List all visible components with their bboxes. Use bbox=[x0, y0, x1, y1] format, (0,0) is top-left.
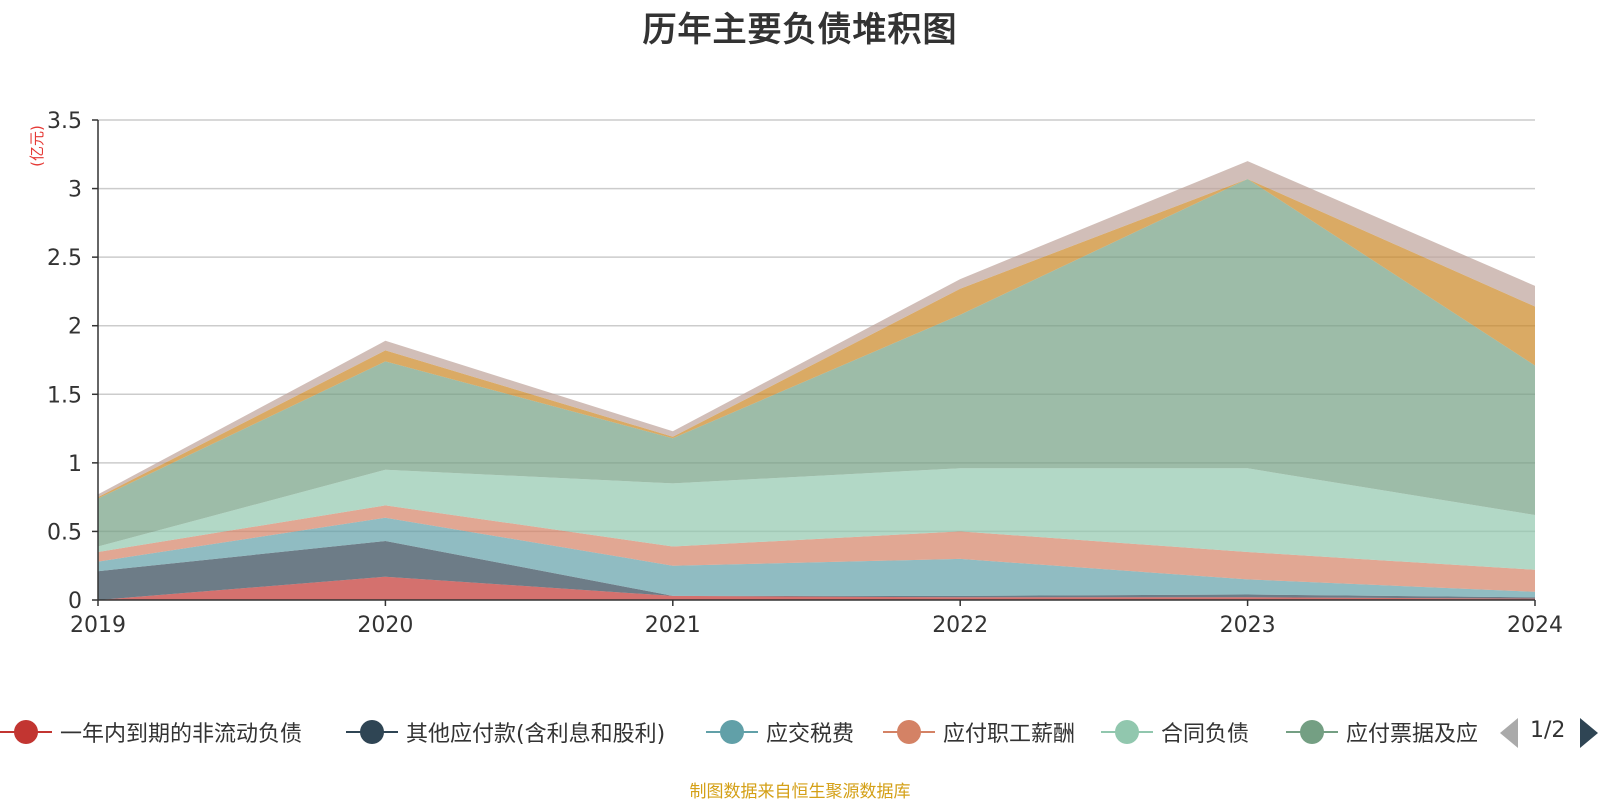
y-tick-label: 2 bbox=[68, 315, 82, 340]
area-series-应付职工薪酬 bbox=[98, 505, 1535, 592]
x-tick-label: 2022 bbox=[932, 613, 988, 638]
area-series-应付票据及应付账款 bbox=[98, 179, 1535, 547]
y-tick-label: 0 bbox=[68, 589, 82, 614]
legend-marker-icon bbox=[1286, 712, 1338, 752]
x-tick-label: 2024 bbox=[1507, 613, 1563, 638]
y-tick-label: 1 bbox=[68, 452, 82, 477]
legend-label: 一年内到期的非流动负债 bbox=[60, 722, 303, 747]
legend-item[interactable]: 其他应付款(含利息和股利) bbox=[346, 712, 665, 752]
area-series-合同负债 bbox=[98, 468, 1535, 570]
x-tick-label: 2019 bbox=[70, 613, 126, 638]
chart-canvas: 0 0.5 1 1.5 2 2.5 3 3.5 2019 2020 2021 2022 2023 2024… bbox=[28, 109, 1563, 638]
y-tick-label: 3 bbox=[68, 178, 82, 203]
x-tick-label: 2021 bbox=[645, 613, 701, 638]
area-series-其他应付款(含利息和股利) bbox=[98, 541, 1535, 600]
area-series-应交税费 bbox=[98, 517, 1535, 598]
legend-marker-icon bbox=[0, 712, 52, 752]
legend-marker-icon bbox=[346, 712, 398, 752]
legend-page-indicator: 1/2 bbox=[1530, 718, 1566, 743]
legend-label: 应付票据及应 bbox=[1346, 722, 1479, 747]
legend-label: 应交税费 bbox=[766, 722, 855, 747]
y-tick-label: 0.5 bbox=[47, 520, 82, 545]
legend-pager: 1/2 bbox=[1500, 712, 1600, 752]
legend: 一年内到期的非流动负债 其他应付款(含利息和股利) 应交税费 应付职工薪酬 合同负债 应付… bbox=[0, 712, 1600, 752]
legend-next-page-icon[interactable] bbox=[1580, 718, 1598, 748]
y-axis-unit-label: (亿元) bbox=[28, 125, 46, 167]
legend-marker-icon bbox=[1101, 712, 1153, 752]
y-tick-label: 2.5 bbox=[47, 246, 82, 271]
legend-item[interactable]: 应付职工薪酬 bbox=[883, 712, 1075, 752]
chart-title: 历年主要负债堆积图 bbox=[642, 10, 958, 50]
legend-marker-icon bbox=[706, 712, 758, 752]
area-series-一年内到期的非流动负债 bbox=[98, 576, 1535, 600]
legend-item[interactable]: 合同负债 bbox=[1101, 712, 1249, 752]
x-tick-label: 2020 bbox=[357, 613, 413, 638]
axis-layer: 0 0.5 1 1.5 2 2.5 3 3.5 2019 2020 2021 2022 2023 2024 bbox=[47, 109, 1563, 638]
legend-label: 应付职工薪酬 bbox=[943, 722, 1076, 747]
legend-item[interactable]: 一年内到期的非流动负债 bbox=[0, 712, 302, 752]
y-tick-label: 1.5 bbox=[47, 383, 82, 408]
legend-items: 一年内到期的非流动负债 其他应付款(含利息和股利) 应交税费 应付职工薪酬 合同负债 应付… bbox=[0, 712, 1480, 752]
legend-item[interactable]: 应付票据及应 bbox=[1286, 712, 1478, 752]
legend-marker-icon bbox=[883, 712, 935, 752]
legend-item[interactable]: 应交税费 bbox=[706, 712, 854, 752]
legend-prev-page-icon[interactable] bbox=[1500, 718, 1518, 748]
y-tick-label: 3.5 bbox=[47, 109, 82, 134]
x-tick-label: 2023 bbox=[1220, 613, 1276, 638]
legend-label: 合同负债 bbox=[1161, 722, 1250, 747]
legend-label: 其他应付款(含利息和股利) bbox=[406, 722, 666, 747]
area-layer bbox=[98, 161, 1535, 600]
source-note: 制图数据来自恒生聚源数据库 bbox=[689, 782, 911, 802]
